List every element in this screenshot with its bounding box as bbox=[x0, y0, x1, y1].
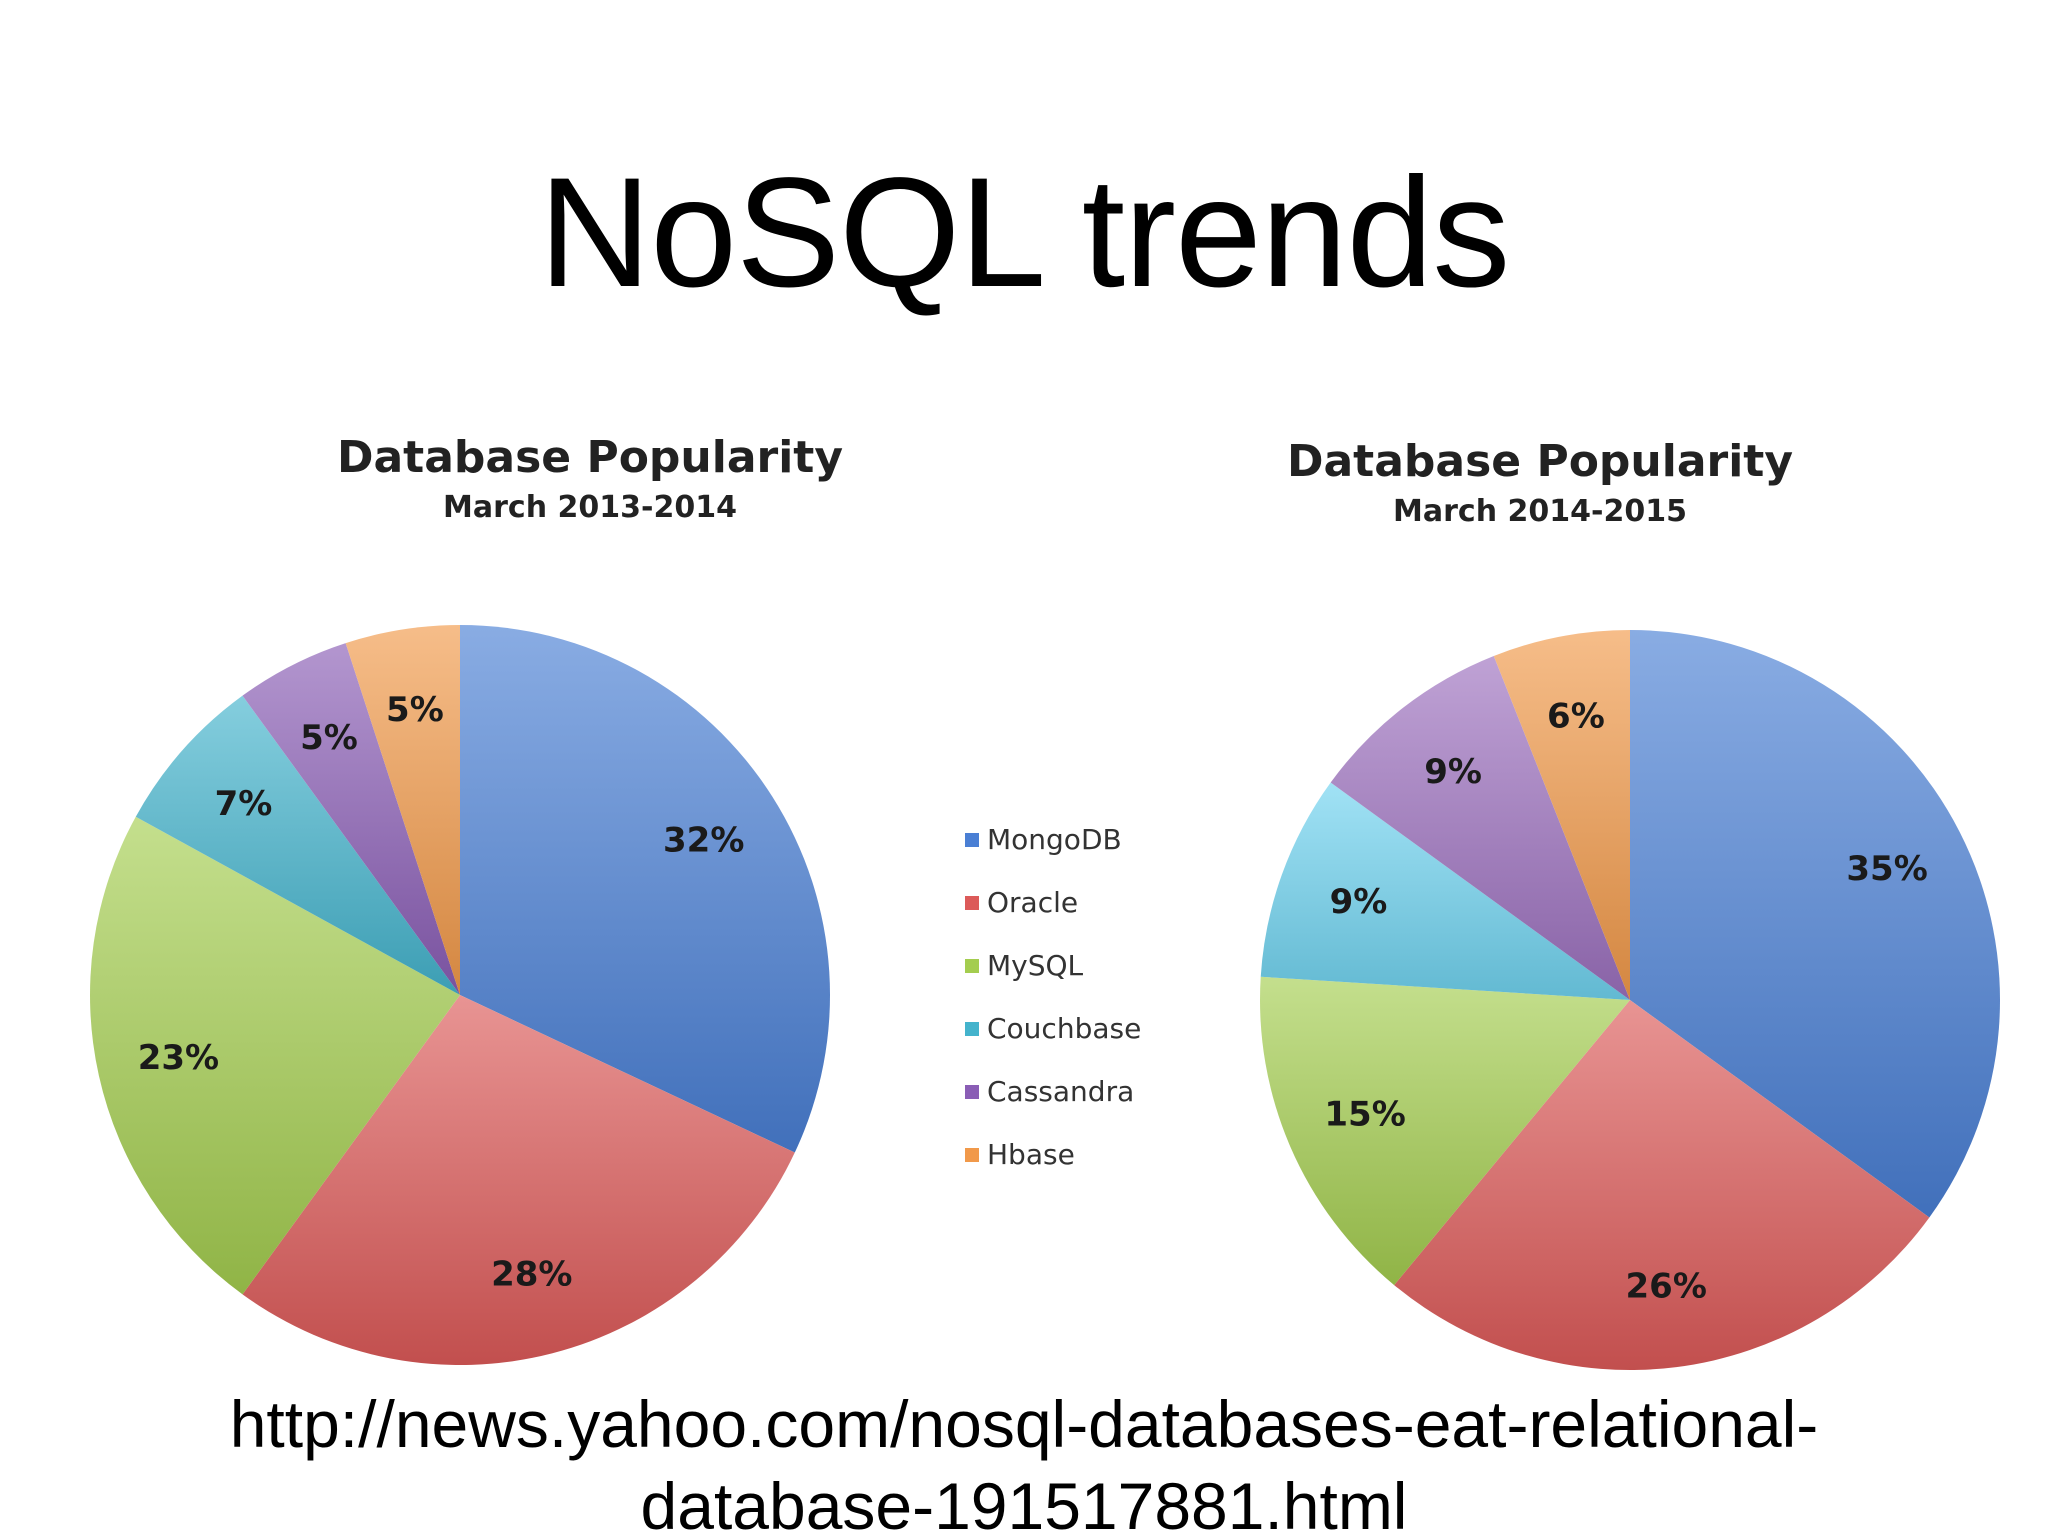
pie-slice-hbase bbox=[345, 625, 460, 995]
slice-label-oracle: 28% bbox=[491, 1255, 572, 1295]
legend-swatch bbox=[965, 832, 979, 847]
pie-slice-couchbase bbox=[1330, 655, 1630, 1000]
slice-label-cassandra: 9% bbox=[1330, 882, 1388, 922]
chart-subtitle-text: March 2014-2015 bbox=[1393, 494, 1687, 530]
pie-slice-mysql bbox=[90, 816, 461, 1295]
pie-slice-oracle bbox=[242, 995, 795, 1366]
legend-label: Hbase bbox=[987, 1138, 1075, 1171]
pie-slice-hbase bbox=[1493, 630, 1630, 1000]
slice-label-mysql: 15% bbox=[1324, 1095, 1405, 1135]
pie-slice-mongodb bbox=[1630, 630, 2001, 1218]
pie-chart-2013: 32% 28% 23% 7% 5% 5% bbox=[90, 625, 831, 1366]
pie-slice-mongodb bbox=[460, 625, 831, 1153]
pie-slice-oracle bbox=[1394, 1000, 1930, 1371]
chart-title-text: Database Popularity bbox=[336, 432, 844, 483]
pie-slice-mysql bbox=[1259, 976, 1630, 1286]
slice-label-mongodb: 35% bbox=[1846, 849, 1927, 889]
slice-label-hbase: 5% bbox=[386, 690, 444, 730]
legend-label: Cassandra bbox=[987, 1075, 1135, 1108]
chart-legend: MongoDB Oracle MySQL Couchbase Cassandra Hbas… bbox=[965, 808, 1141, 1186]
legend-swatch bbox=[965, 1147, 979, 1162]
chart-title-2013: Database Popularity March 2013-2014 bbox=[300, 432, 880, 527]
slice-label-couchbase: 7% bbox=[215, 784, 273, 824]
source-url-line-1: http://news.yahoo.com/nosql-databases-ea… bbox=[229, 1387, 1819, 1461]
legend-item-mongodb: MongoDB bbox=[965, 808, 1141, 871]
slice-label-hbase: 6% bbox=[1547, 697, 1605, 737]
legend-item-hbase: Hbase bbox=[965, 1123, 1141, 1186]
legend-swatch bbox=[965, 1084, 979, 1099]
legend-label: Couchbase bbox=[987, 1012, 1142, 1045]
slice-label-couchbase: 9% bbox=[1424, 752, 1482, 792]
slice-label-cassandra: 5% bbox=[300, 718, 358, 758]
pie-slice-couchbase bbox=[135, 695, 460, 995]
legend-label: MySQL bbox=[987, 949, 1084, 982]
pie-slice-cassandra bbox=[242, 643, 460, 995]
slice-label-oracle: 26% bbox=[1626, 1266, 1707, 1306]
chart-subtitle-text: March 2013-2014 bbox=[443, 490, 737, 526]
slice-label-mysql: 23% bbox=[138, 1038, 219, 1078]
source-citation: http://news.yahoo.com/nosql-databases-ea… bbox=[0, 1383, 2048, 1536]
legend-item-mysql: MySQL bbox=[965, 934, 1141, 997]
slide-title: NoSQL trends bbox=[538, 146, 1511, 320]
legend-label: MongoDB bbox=[987, 823, 1122, 856]
legend-swatch bbox=[965, 895, 979, 910]
legend-item-oracle: Oracle bbox=[965, 871, 1141, 934]
legend-swatch bbox=[965, 1021, 979, 1036]
chart-title-2014: Database Popularity March 2014-2015 bbox=[1240, 436, 1840, 531]
slice-label-mongodb: 32% bbox=[663, 820, 744, 860]
pie-slice-cassandra bbox=[1260, 782, 1630, 1000]
source-url-line-2: database-191517881.html bbox=[640, 1469, 1408, 1536]
legend-item-couchbase: Couchbase bbox=[965, 997, 1141, 1060]
legend-swatch bbox=[965, 958, 979, 973]
legend-item-cassandra: Cassandra bbox=[965, 1060, 1141, 1123]
legend-label: Oracle bbox=[987, 886, 1079, 919]
pie-chart-2014: 35% 26% 15% 9% 9% 6% bbox=[1259, 630, 2001, 1371]
chart-title-text: Database Popularity bbox=[1286, 436, 1794, 487]
